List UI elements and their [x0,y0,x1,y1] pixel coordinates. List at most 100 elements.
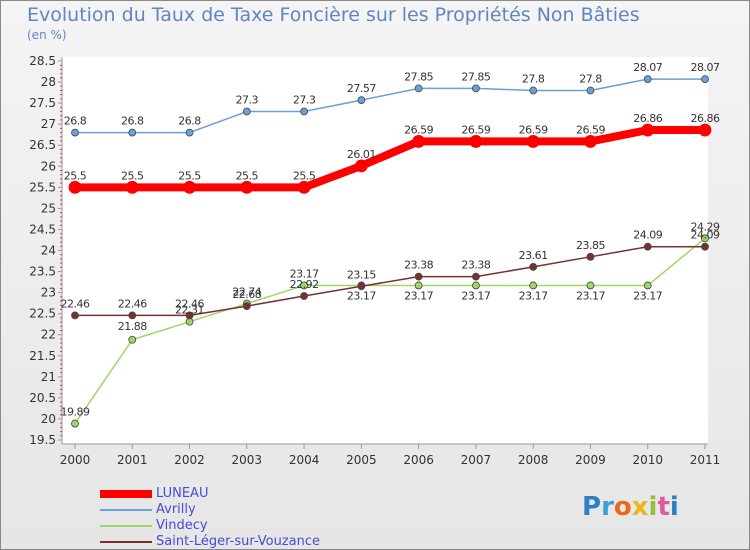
data-label-luneau: 26.59 [461,123,490,136]
plot-area [62,57,708,444]
data-point-saint-l-ger-sur-vouzance [701,242,709,251]
data-label-luneau: 26.59 [404,123,433,136]
y-tick-label: 27 [41,117,56,131]
y-tick-label: 26.5 [29,138,56,152]
data-point-saint-l-ger-sur-vouzance [414,272,423,281]
y-tick-label: 27.5 [29,96,56,110]
legend-label: Vindecy [156,518,208,533]
y-tick-label: 23.5 [29,265,56,279]
data-label-saint-l-ger-sur-vouzance: 23.15 [347,268,376,281]
data-label-luneau: 26.59 [576,123,605,136]
data-point-avrilly [414,84,423,93]
chart-subtitle: (en %) [27,28,67,42]
y-tick-label: 26 [41,159,56,173]
data-label-vindecy: 23.17 [404,289,433,302]
legend-label: Avrilly [156,502,196,517]
x-tick-label: 2004 [289,453,320,467]
series-line-vindecy [74,237,706,424]
data-label-luneau: 26.59 [519,123,548,136]
data-label-avrilly: 27.57 [347,82,376,95]
data-label-luneau: 26.86 [633,112,662,125]
data-point-saint-l-ger-sur-vouzance [242,302,251,310]
data-point-saint-l-ger-sur-vouzance [643,242,652,251]
data-point-vindecy [529,281,538,290]
data-point-vindecy [643,281,652,290]
y-tick-label: 23 [41,286,56,300]
data-point-luneau [641,123,655,137]
data-label-avrilly: 26.8 [64,115,87,128]
data-point-avrilly [701,75,709,84]
legend-label: LUNEAU [156,486,209,501]
data-label-avrilly: 27.3 [293,94,316,107]
y-tick-label: 20.5 [29,391,56,405]
data-point-vindecy [701,234,709,243]
data-label-luneau: 26.01 [347,148,376,161]
data-label-saint-l-ger-sur-vouzance: 22.46 [61,297,90,310]
logo-letter: r [601,492,614,522]
data-label-luneau: 25.5 [178,169,201,182]
data-point-luneau [183,180,196,194]
data-point-vindecy [586,281,595,290]
logo-letter: i [669,492,679,522]
data-point-luneau [526,135,540,148]
data-point-avrilly [242,107,251,116]
data-point-luneau [125,180,139,194]
y-tick-label: 21 [41,370,56,384]
logo-letter: o [613,492,632,522]
data-point-luneau [469,135,483,148]
data-point-luneau [354,159,368,173]
data-label-vindecy: 22.31 [175,304,204,317]
data-label-saint-l-ger-sur-vouzance: 24.09 [633,229,662,242]
data-point-saint-l-ger-sur-vouzance [71,311,79,320]
data-point-saint-l-ger-sur-vouzance [300,292,308,300]
data-label-vindecy: 23.17 [576,289,605,302]
logo-letter: i [648,492,658,522]
chart-title: Evolution du Taux de Taxe Foncière sur l… [27,4,640,26]
data-label-vindecy: 23.17 [633,289,662,302]
x-tick-label: 2006 [403,453,434,467]
data-point-avrilly [185,128,194,137]
legend-swatch [100,509,152,511]
data-point-avrilly [529,86,538,95]
data-label-vindecy: 24.29 [691,220,720,233]
data-point-saint-l-ger-sur-vouzance [529,263,538,271]
data-label-saint-l-ger-sur-vouzance: 23.38 [404,259,433,272]
data-point-vindecy [300,281,308,290]
x-tick-label: 2007 [461,453,492,467]
x-tick-label: 2002 [174,453,205,467]
x-tick-label: 2010 [632,453,663,467]
data-point-luneau [297,180,311,194]
x-tick-label: 2009 [575,453,606,467]
data-label-avrilly: 27.8 [522,72,545,85]
legend-swatch [100,541,152,543]
data-label-avrilly: 27.8 [579,72,602,85]
x-tick-label: 2011 [690,453,721,467]
proxiti-logo: Proxiti [582,492,679,522]
data-point-saint-l-ger-sur-vouzance [128,311,137,320]
data-label-saint-l-ger-sur-vouzance: 22.68 [232,288,261,301]
data-label-vindecy: 23.17 [290,267,319,280]
data-point-saint-l-ger-sur-vouzance [357,282,366,291]
data-label-luneau: 25.5 [236,169,259,182]
data-label-vindecy: 23.17 [461,289,490,302]
data-label-avrilly: 26.8 [121,115,144,128]
data-label-vindecy: 22.74 [232,286,261,299]
data-label-vindecy: 23.17 [347,289,376,302]
series-line-luneau [75,126,705,192]
data-label-luneau: 25.5 [64,169,87,182]
legend-swatch [100,490,152,498]
data-label-saint-l-ger-sur-vouzance: 22.46 [118,297,147,310]
y-tick-label: 21.5 [29,349,56,363]
data-label-avrilly: 28.07 [691,61,720,74]
y-tick-label: 20 [41,412,56,426]
data-label-saint-l-ger-sur-vouzance: 23.85 [576,239,605,252]
y-tick-label: 22 [41,328,56,342]
series-line-avrilly [75,78,705,134]
data-label-saint-l-ger-sur-vouzance: 24.09 [691,229,720,242]
x-tick-label: 2005 [346,453,377,467]
legend-label: Saint-Léger-sur-Vouzance [156,534,321,549]
data-label-avrilly: 26.8 [178,115,201,128]
data-point-luneau [698,123,712,137]
data-point-avrilly [128,128,137,137]
